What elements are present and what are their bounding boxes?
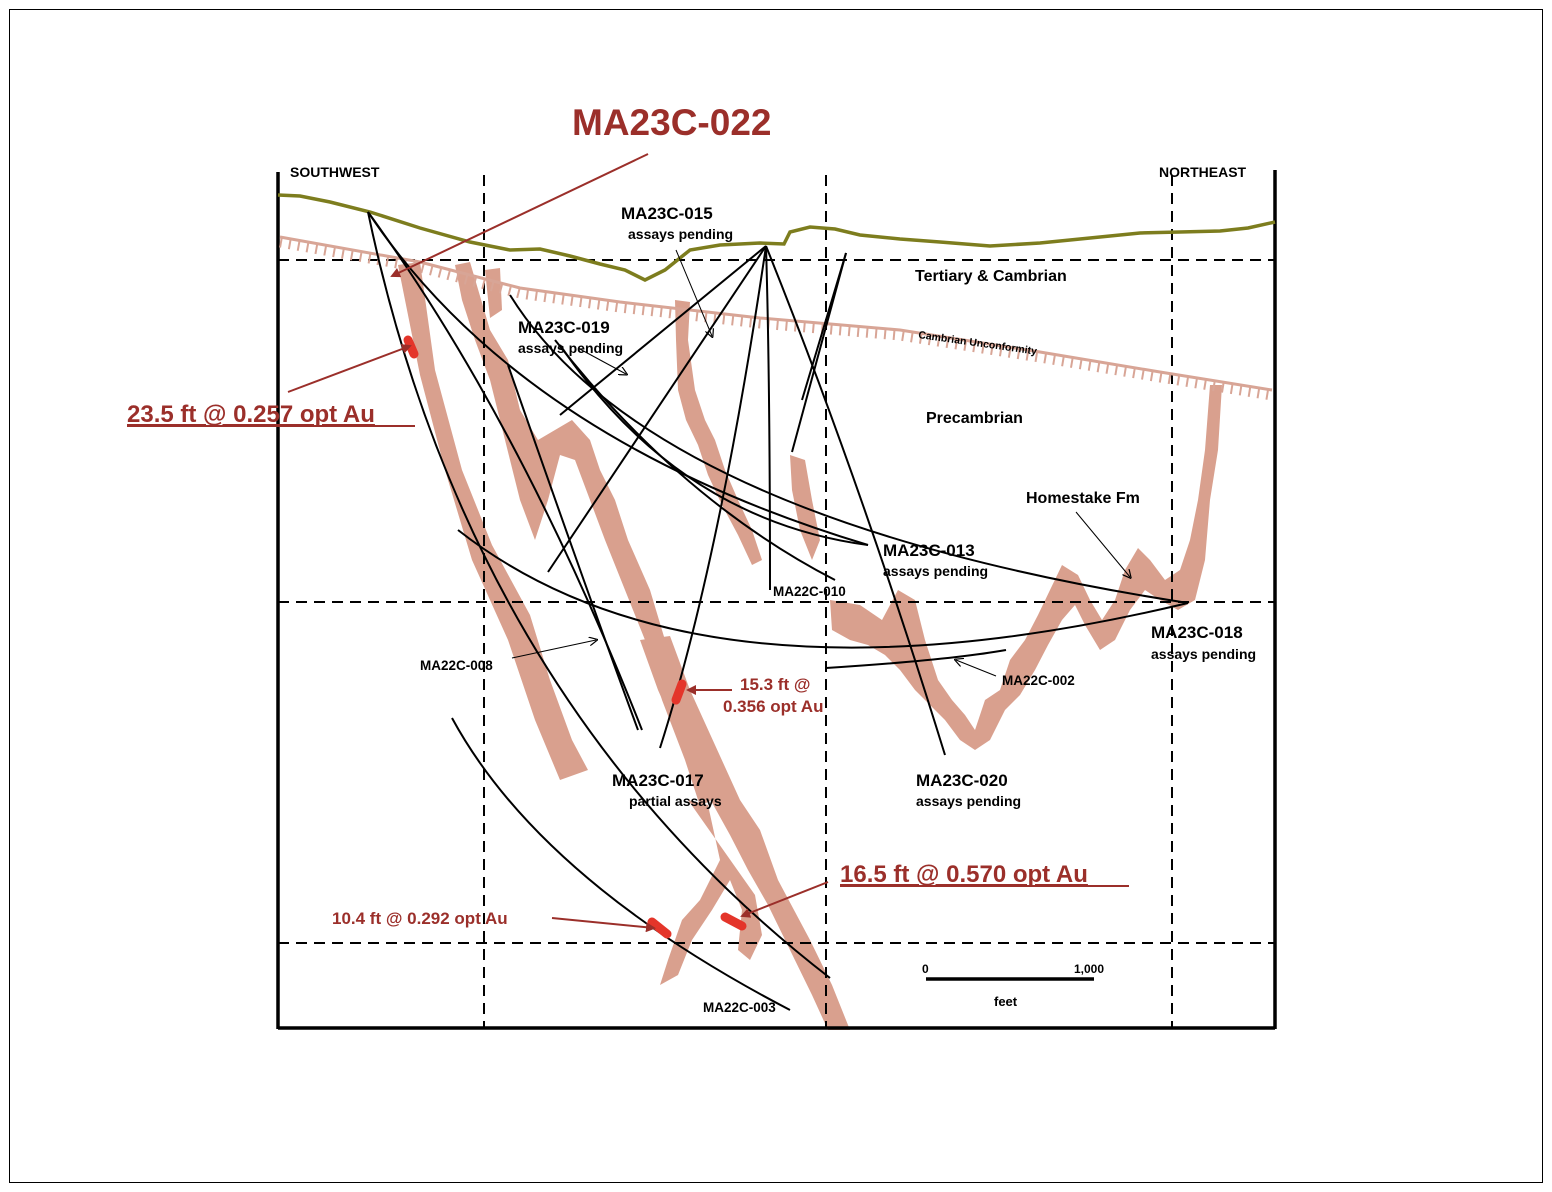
drillhole-ma22c-010-trace xyxy=(554,339,836,581)
drillhole-ma22c-002b-trace xyxy=(825,649,1007,669)
intercept-2-label-line2: 0.356 opt Au xyxy=(723,697,823,716)
hole-ma23c-019-note: assays pending xyxy=(518,340,623,356)
intercept-4-label: 10.4 ft @ 0.292 opt Au xyxy=(332,909,508,928)
hole-ma23c-015-id: MA23C-015 xyxy=(621,204,713,223)
formation-body-west xyxy=(398,262,588,780)
hole-ma22c-002-id: MA22C-002 xyxy=(1002,673,1075,688)
unit-precambrian: Precambrian xyxy=(926,410,1023,427)
direction-southwest: SOUTHWEST xyxy=(290,164,380,180)
cambrian-unconformity xyxy=(279,235,1273,401)
intercept-marker-3 xyxy=(720,912,747,931)
hole-ma23c-017-id: MA23C-017 xyxy=(612,771,704,790)
intercept-2-label-line1: 15.3 ft @ xyxy=(740,675,810,694)
hole-ma23c-020-id: MA23C-020 xyxy=(916,771,1008,790)
figure-title: MA23C-022 xyxy=(572,102,771,143)
ma23c-019-leader xyxy=(577,347,626,374)
hole-ma22c-008-id: MA22C-008 xyxy=(420,658,493,673)
ma23c-015-leader xyxy=(675,249,712,336)
drillhole-ma23c-015c-trace xyxy=(765,245,771,591)
hole-ma23c-018-id: MA23C-018 xyxy=(1151,623,1243,642)
formation-body-lower-west xyxy=(660,800,762,985)
topographic-surface xyxy=(277,193,1276,282)
homestake-leader xyxy=(1075,511,1130,577)
unit-homestake: Homestake Fm xyxy=(1026,490,1140,507)
drillhole-ma22c-002-trace xyxy=(507,364,639,731)
hole-ma23c-013-note: assays pending xyxy=(883,563,988,579)
hole-ma23c-013-id: MA23C-013 xyxy=(883,541,975,560)
section-grid xyxy=(278,175,1275,1028)
formation-body-trough xyxy=(830,385,1222,750)
intercept-3-label: 16.5 ft @ 0.570 opt Au xyxy=(840,861,1088,888)
drillhole-ma23c-015a-trace xyxy=(559,245,767,416)
hole-ma23c-018-note: assays pending xyxy=(1151,646,1256,662)
drillhole-ma22c-008-trace xyxy=(451,717,791,1011)
ma22c-008-leader xyxy=(511,640,596,659)
formation-body-lower xyxy=(640,636,850,1030)
hole-ma23c-019-id: MA23C-019 xyxy=(518,318,610,337)
formation-body-mid xyxy=(675,300,762,565)
title-callout-arrow xyxy=(390,153,649,278)
drill-holes xyxy=(367,211,1189,1011)
scale-unit: feet xyxy=(994,994,1018,1009)
leader-arrows xyxy=(511,249,1130,677)
intercept-1-arrow xyxy=(287,344,412,393)
hole-ma22c-010-id: MA22C-010 xyxy=(773,584,846,599)
scale-bar: 0 1,000 feet xyxy=(922,962,1104,1009)
scale-start: 0 xyxy=(922,962,929,976)
hole-ma22c-003-id: MA22C-003 xyxy=(703,1000,776,1015)
hole-ma23c-015-note: assays pending xyxy=(628,226,733,242)
scale-end: 1,000 xyxy=(1074,962,1104,976)
intercept-3-arrow xyxy=(740,881,829,918)
hole-ma23c-020-note: assays pending xyxy=(916,793,1021,809)
ma22c-002-leader xyxy=(956,660,997,677)
section-boundary xyxy=(276,170,1277,1030)
intercept-4-arrow xyxy=(551,917,656,933)
drillhole-ma23c-015b-trace xyxy=(547,245,767,573)
drillhole-ma23c-020-trace xyxy=(765,245,946,756)
drillhole-ma23c-022-trace xyxy=(367,211,869,546)
callout-arrows xyxy=(287,153,829,933)
figure-border xyxy=(9,9,1543,1183)
unit-cambrian-unconformity: Cambrian Unconformity xyxy=(918,329,1038,358)
intercept-1-label: 23.5 ft @ 0.257 opt Au xyxy=(127,401,375,428)
direction-northeast: NORTHEAST xyxy=(1159,164,1247,180)
intercept-marker-2 xyxy=(671,679,687,705)
drillhole-ma23c-018b-trace xyxy=(509,294,1189,604)
intercept-marker-4 xyxy=(647,917,672,939)
drillhole-ma23c-018-trace xyxy=(457,529,1189,649)
unit-tertiary-cambrian: Tertiary & Cambrian xyxy=(915,268,1067,285)
hole-ma23c-017-note: partial assays xyxy=(629,793,722,809)
drillhole-ma23c-015e-trace xyxy=(801,252,847,401)
